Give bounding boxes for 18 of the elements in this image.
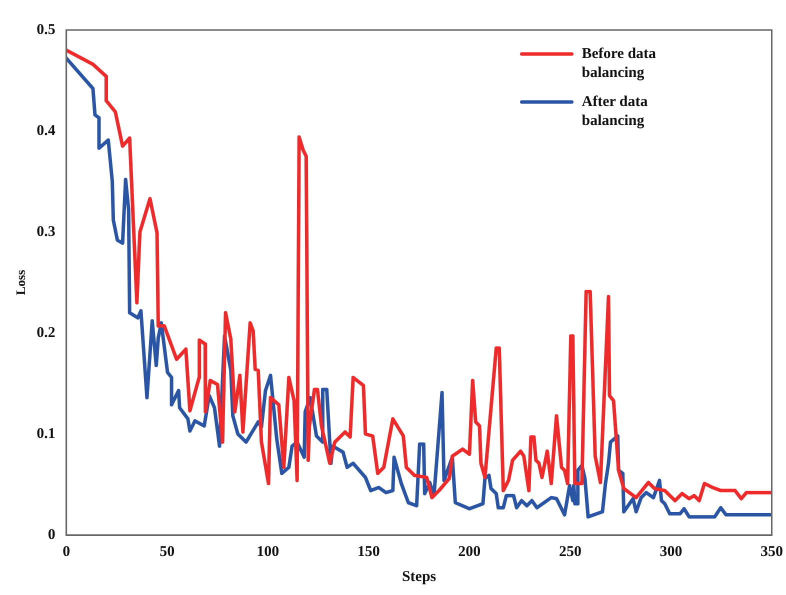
y-tick-label: 0 <box>48 526 56 543</box>
x-tick-label: 250 <box>558 544 582 560</box>
y-tick-label: 0.5 <box>36 22 56 38</box>
x-axis-title: Steps <box>402 568 436 585</box>
x-tick-label: 100 <box>256 544 280 560</box>
x-tick-label: 150 <box>357 544 380 560</box>
legend-label: After data balancing <box>582 94 648 129</box>
y-tick-label: 0.2 <box>36 324 56 341</box>
x-tick-label: 300 <box>660 544 682 560</box>
y-tick-label: 0.4 <box>36 122 56 139</box>
x-tick-label: 50 <box>160 544 175 560</box>
y-tick-label: 0.1 <box>36 426 56 442</box>
legend-label: Before data balancing <box>582 46 657 81</box>
y-axis-title: Loss <box>13 270 28 296</box>
x-tick-label: 350 <box>760 544 783 560</box>
x-tick-label: 0 <box>62 544 70 560</box>
y-tick-label: 0.3 <box>36 224 56 240</box>
x-tick-label: 200 <box>458 544 481 560</box>
